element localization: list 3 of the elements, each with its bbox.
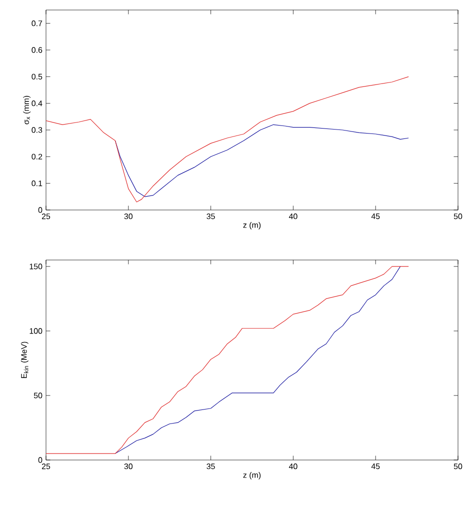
line-series	[46, 76, 409, 202]
line-series	[114, 266, 401, 454]
line-series	[46, 266, 409, 454]
